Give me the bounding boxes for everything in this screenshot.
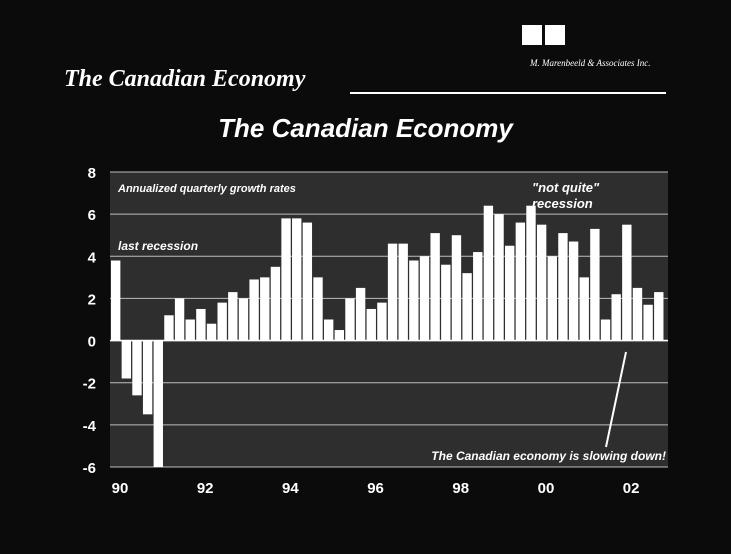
bar [270,266,281,341]
bar [249,279,259,341]
y-tick-label: 0 [88,334,96,351]
bar [142,340,153,415]
bar [164,315,174,341]
bar [430,233,440,341]
bar [281,218,291,341]
bar [355,287,366,341]
bar [174,298,185,341]
x-tick-label: 98 [452,480,469,497]
bar [515,222,526,341]
bar [206,323,217,341]
logo-square-right [545,25,565,45]
bar [153,340,163,467]
annotation-growth-rates: Annualized quarterly growth rates [117,183,296,195]
bar [313,277,323,341]
annotation-recession: recession [532,196,593,211]
annotation-slowing-down: The Canadian economy is slowing down! [431,449,666,463]
bar [494,214,504,341]
bar [483,205,494,341]
bars [111,205,664,467]
bar [451,235,462,341]
y-tick-label: 4 [88,249,97,266]
annotation-not-quite: "not quite" [532,180,600,195]
bar [441,264,451,341]
bar [377,302,387,341]
bar [419,256,430,341]
bar [121,340,132,379]
x-tick-label: 96 [367,480,384,497]
bar [558,233,568,341]
header-rule [350,92,666,94]
bar [473,252,483,341]
bar [292,218,302,341]
bar [345,298,355,341]
bar [643,304,653,341]
header-title: The Canadian Economy [64,66,306,92]
annotation-pointer [605,351,627,448]
bar [600,319,611,341]
bar [632,287,643,341]
bar [398,243,408,341]
y-tick-label: -2 [83,376,96,393]
bar [536,224,547,341]
x-tick-label: 00 [538,480,555,497]
bar [323,319,334,341]
y-tick-label: 8 [88,165,96,182]
x-axis: 90 92 94 96 98 00 02 [112,480,640,497]
y-tick-label: 2 [88,291,96,308]
x-tick-label: 02 [623,480,640,497]
bar [185,319,195,341]
bar [217,302,227,341]
bar [590,228,600,341]
logo-text: M. Marenbeeld & Associates Inc. [530,58,651,68]
bar [654,292,664,341]
x-tick-label: 94 [282,480,299,497]
bar [228,292,238,341]
bar [334,330,344,341]
bar [196,308,206,341]
bar [568,241,579,341]
logo-square-left [522,25,542,45]
bar [260,277,270,341]
y-tick-label: -4 [83,418,97,435]
bar [366,308,376,341]
bar [409,260,419,341]
bar [132,340,142,396]
bar [547,256,557,341]
bar [611,294,621,341]
x-tick-label: 92 [197,480,214,497]
annotation-last-recession: last recession [118,239,198,253]
bar [302,222,313,341]
bar [505,245,515,341]
chart-title: The Canadian Economy [218,113,513,143]
y-axis: -6 -4 -2 0 2 4 6 8 [83,165,97,477]
x-tick-label: 90 [112,480,129,497]
bar [238,298,249,341]
bar [579,277,589,341]
bar [622,224,632,341]
bar [526,205,536,341]
bar [462,273,472,341]
bar [111,260,121,341]
y-tick-label: 6 [88,207,96,224]
y-tick-label: -6 [83,460,96,477]
bar [387,243,398,341]
